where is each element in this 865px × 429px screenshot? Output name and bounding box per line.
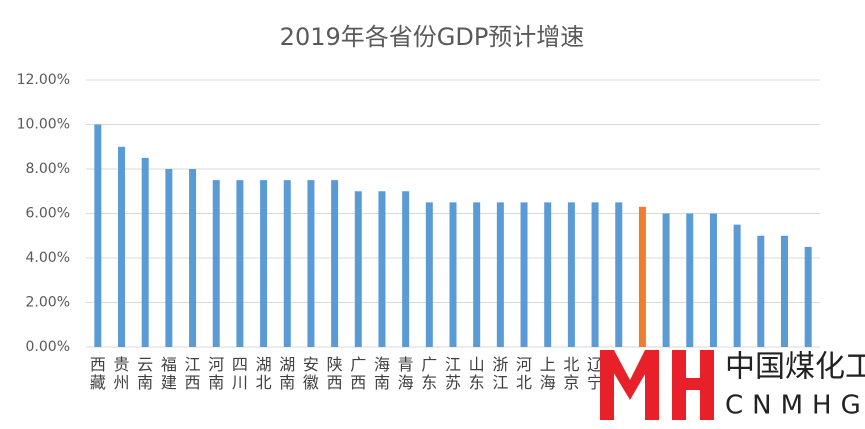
x-tick-label: 湖北 <box>255 355 272 392</box>
x-tick-label: 河南 <box>208 355 225 392</box>
y-tick-label: 4.00% <box>26 250 70 266</box>
bar <box>402 191 410 347</box>
x-tick-label: 海南 <box>373 355 390 392</box>
x-tick-label: 上海 <box>539 355 556 392</box>
bar <box>662 213 670 347</box>
x-tick-label: 山东 <box>468 355 485 392</box>
watermark-name: 中国煤化工 <box>725 350 865 385</box>
bar <box>307 180 315 347</box>
x-tick-label: 贵州 <box>113 355 130 392</box>
bar <box>709 213 717 347</box>
bar <box>425 202 433 347</box>
x-tick-label: 江西 <box>184 355 201 392</box>
x-tick-label: 河北 <box>516 355 533 392</box>
bar <box>496 202 504 347</box>
bar <box>94 124 102 347</box>
y-tick-label: 6.00% <box>26 206 70 222</box>
bar <box>804 246 812 347</box>
bar <box>189 169 197 347</box>
bar <box>212 180 220 347</box>
bar <box>449 202 457 347</box>
bar <box>118 146 126 347</box>
x-tick-label: 陕西 <box>326 355 343 392</box>
x-tick-label: 安徽 <box>302 355 319 392</box>
x-tick-label: 福建 <box>160 355 177 392</box>
x-tick-label: 青海 <box>397 355 414 392</box>
bar <box>638 206 646 347</box>
x-tick-label: 辽宁 <box>587 355 604 392</box>
bar <box>686 213 694 347</box>
y-tick-label: 10.00% <box>17 117 70 133</box>
watermark-logo <box>600 350 714 420</box>
bar <box>567 202 575 347</box>
x-tick-label: 西藏 <box>89 355 106 392</box>
x-tick-label: 广东 <box>421 355 438 392</box>
bar <box>331 180 339 347</box>
bar <box>473 202 481 347</box>
bar <box>260 180 268 347</box>
bar <box>757 235 765 347</box>
bar <box>780 235 788 347</box>
y-tick-label: 12.00% <box>17 72 70 88</box>
watermark-code: CNMHG <box>725 391 865 421</box>
y-tick-label: 2.00% <box>26 295 70 311</box>
x-tick-label: 云南 <box>137 355 154 392</box>
x-tick-label: 浙江 <box>492 355 509 392</box>
y-tick-label: 0.00% <box>26 339 70 355</box>
bar <box>165 169 173 347</box>
bar <box>733 224 741 347</box>
bar <box>378 191 386 347</box>
bar <box>520 202 528 347</box>
bar <box>591 202 599 347</box>
x-tick-label: 广西 <box>350 355 367 392</box>
bar <box>354 191 362 347</box>
bar <box>544 202 552 347</box>
y-tick-label: 8.00% <box>26 161 70 177</box>
bar <box>236 180 244 347</box>
bar <box>141 157 149 347</box>
x-tick-label: 江苏 <box>444 355 461 392</box>
chart-title: 2019年各省份GDP预计增速 <box>280 23 585 51</box>
bar <box>283 180 291 347</box>
x-tick-label: 北京 <box>563 355 580 392</box>
x-tick-label: 湖南 <box>279 355 296 392</box>
x-tick-label: 四川 <box>231 355 248 392</box>
bar <box>615 202 623 347</box>
